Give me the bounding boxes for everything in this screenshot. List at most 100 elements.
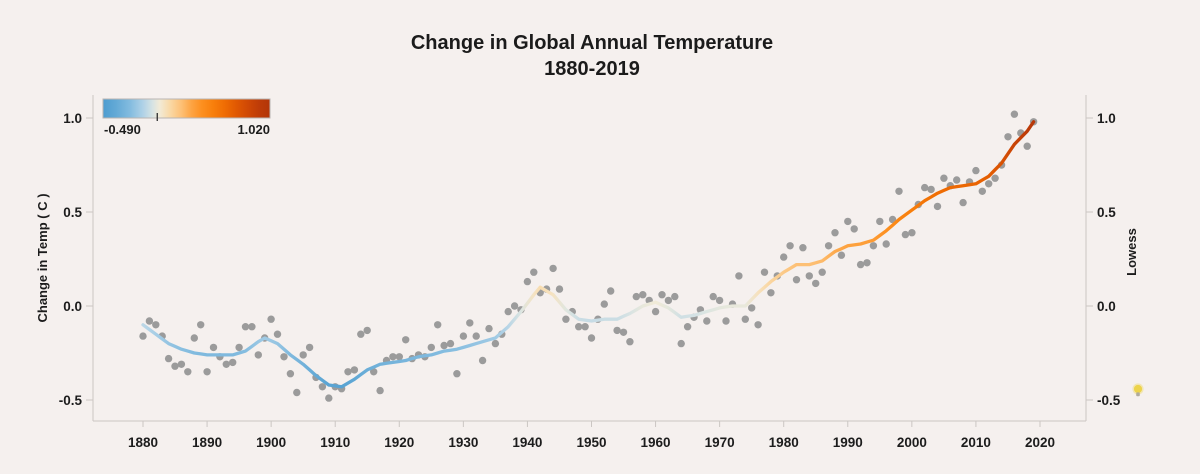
scatter-point [626,338,634,346]
scatter-point [664,296,673,305]
scatter-point [389,353,397,361]
scatter-point [844,217,852,226]
scatter-point [741,315,749,323]
scatter-point [318,383,327,391]
scatter-point [139,332,147,340]
scatter-point [254,351,262,359]
y-left-tick-label: 0.5 [63,205,82,220]
y-right-tick-label: 0.5 [1097,205,1116,220]
lightbulb-icon[interactable] [1132,383,1144,397]
scatter-point [280,353,288,361]
scatter-point [1004,133,1012,141]
scatter-point [940,174,948,182]
scatter-point [581,323,589,331]
scatter-point [850,225,858,233]
scatter-point [863,259,871,267]
x-tick-label: 2020 [1025,435,1055,450]
scatter-point [555,285,564,293]
scatter-point [286,370,295,378]
scatter-point [786,242,794,250]
scatter-point [895,187,903,195]
x-tick-label: 1950 [576,435,606,450]
y-right-tick-label: 0.0 [1097,299,1116,314]
scatter-point [293,388,301,397]
scatter-point [402,336,410,344]
scatter-point [491,339,500,348]
scatter-point [760,268,769,276]
scatter-point [632,292,640,301]
scatter-point [325,394,333,402]
scatter-point [780,253,788,261]
x-tick-label: 1970 [705,435,735,450]
scatter-point [357,330,365,338]
scatter-point [921,183,929,192]
scatter-point [754,321,762,329]
scatter-point [767,289,775,297]
x-tick-label: 1910 [320,435,350,450]
scatter-point [248,323,256,331]
scatter-point [575,323,583,331]
scatter-point [145,317,154,325]
x-tick-label: 1900 [256,435,286,450]
y-left-tick-label: 1.0 [63,111,82,126]
scatter-point [171,362,179,370]
scatter-point [1010,110,1019,118]
scatter-point [876,217,884,226]
scatter-point [440,341,448,350]
scatter-point [376,386,384,395]
x-tick-label: 1930 [448,435,478,450]
color-legend-gradient [102,98,271,119]
x-tick-label: 1890 [192,435,222,450]
x-tick-label: 1990 [833,435,863,450]
scatter-point [715,296,724,305]
scatter-point [530,268,538,276]
y-right-tick-label: -0.5 [1097,393,1121,408]
scatter-point [709,292,717,301]
scatter-point [478,356,487,365]
x-tick-label: 1960 [641,435,671,450]
scatter-point [735,272,743,280]
x-tick-label: 2000 [897,435,927,450]
scatter-point [812,279,820,288]
scatter-point [683,323,692,331]
y-axis-title: Change in Temp ( C ) [35,193,50,322]
x-tick-label: 1980 [769,435,799,450]
scatter-point [908,229,916,237]
scatter-point [953,176,961,184]
scatter-point [273,330,282,338]
scatter-point [370,368,378,376]
scatter-point [190,334,198,342]
scatter-point [658,291,666,299]
scatter-point [184,368,192,376]
scatter-point [209,343,218,352]
chart-subtitle: 1880-2019 [544,58,640,80]
scatter-point [523,277,532,286]
scatter-point [671,292,679,301]
x-tick-label: 1920 [384,435,414,450]
scatter-point [933,202,942,211]
scatter-point [703,317,711,325]
scatter-point [466,319,474,327]
scatter-point [395,353,403,361]
scatter-point [152,321,160,329]
scatter-point [510,302,519,310]
x-tick-label: 2010 [961,435,991,450]
scatter-point [434,321,442,329]
scatter-point [607,287,615,295]
scatter-point [837,251,846,259]
scatter-point [305,343,314,352]
scatter-point [619,328,628,336]
scatter-point [453,370,461,378]
chart-title: Change in Global Annual Temperature [410,32,774,54]
scatter-point [363,326,371,335]
scatter-point [959,198,967,207]
scatter-point [882,240,890,248]
scatter-point [164,354,173,363]
x-tick-label: 1940 [512,435,542,450]
scatter-point [818,268,826,276]
scatter-point [350,366,359,374]
scatter-point [446,339,455,348]
scatter-point [427,343,435,352]
scatter-point [927,185,935,194]
